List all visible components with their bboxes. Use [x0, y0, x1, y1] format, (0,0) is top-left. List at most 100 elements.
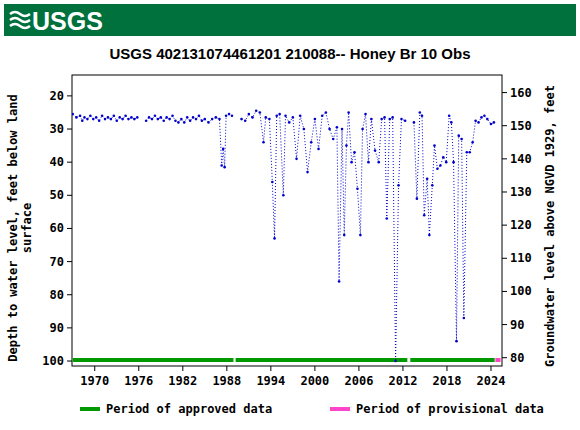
- data-point: [157, 118, 160, 121]
- data-point: [288, 121, 291, 124]
- data-point: [343, 234, 346, 237]
- y2-label-text: Groundwater level above NGVD 1929, feet: [543, 85, 557, 367]
- data-point: [121, 118, 124, 121]
- data-point: [325, 111, 328, 114]
- data-point: [211, 118, 214, 121]
- data-point: [361, 128, 364, 131]
- y2-tick-label: 90: [510, 318, 524, 332]
- data-point: [115, 119, 118, 122]
- y2-tick-label: 130: [510, 185, 532, 199]
- y2-tick-label: 140: [510, 152, 532, 166]
- data-point: [124, 114, 127, 117]
- data-point: [154, 114, 157, 117]
- y-tick: [67, 129, 72, 130]
- data-point: [72, 113, 74, 116]
- data-point: [419, 111, 422, 114]
- data-point: [207, 121, 210, 124]
- y2-tick: [502, 357, 507, 358]
- data-point: [262, 141, 265, 144]
- data-point: [255, 109, 258, 112]
- data-point: [306, 171, 309, 174]
- data-point: [483, 114, 486, 117]
- data-point: [174, 119, 177, 122]
- data-point: [248, 113, 251, 116]
- data-point: [165, 116, 168, 119]
- y2-tick: [502, 158, 507, 159]
- data-point: [428, 234, 431, 237]
- data-point: [442, 156, 445, 159]
- logo-wave: [10, 18, 30, 22]
- data-point: [490, 123, 493, 126]
- data-point: [189, 119, 192, 122]
- data-point: [445, 161, 448, 164]
- y-tick-label: 80: [50, 288, 64, 302]
- data-point: [383, 116, 386, 119]
- x-tick-label: 1976: [124, 374, 153, 388]
- y2-tick: [502, 92, 507, 93]
- data-point: [186, 116, 189, 119]
- data-point: [404, 119, 407, 122]
- period-bar: [73, 358, 234, 362]
- data-point: [198, 114, 201, 117]
- data-point: [168, 118, 171, 121]
- y-tick-label: 90: [50, 321, 64, 335]
- x-tick: [94, 366, 95, 371]
- y2-tick: [502, 291, 507, 292]
- data-point: [493, 121, 496, 124]
- data-point: [159, 116, 162, 119]
- y-label-line: surface: [20, 203, 34, 254]
- series-line: [73, 111, 494, 361]
- data-point: [278, 113, 281, 116]
- logo-wave: [10, 12, 30, 16]
- data-point: [471, 141, 474, 144]
- data-point: [104, 118, 107, 121]
- data-point: [457, 134, 460, 137]
- data-point: [222, 148, 225, 151]
- data-point: [95, 116, 98, 119]
- data-point: [275, 114, 278, 117]
- data-point: [151, 118, 154, 121]
- x-tick-label: 2000: [300, 374, 329, 388]
- data-point: [273, 237, 276, 240]
- data-point: [367, 161, 370, 164]
- x-tick: [490, 366, 491, 371]
- y2-tick: [502, 191, 507, 192]
- chart: USGSUSGS 402131074461201 210088-- Honey …: [0, 0, 580, 430]
- period-bar: [236, 358, 408, 362]
- data-point: [177, 121, 180, 124]
- data-point: [377, 161, 380, 164]
- data-point: [380, 118, 383, 121]
- y-tick-label: 30: [50, 122, 64, 136]
- y-tick: [67, 95, 72, 96]
- data-point: [268, 118, 271, 121]
- data-point: [421, 114, 424, 117]
- data-point: [148, 116, 151, 119]
- logo-text: USGS: [32, 7, 103, 35]
- data-point: [244, 119, 247, 122]
- data-point: [264, 116, 267, 119]
- y-tick: [67, 195, 72, 196]
- data-point: [477, 121, 480, 124]
- x-tick: [402, 366, 403, 371]
- data-point: [347, 111, 350, 114]
- x-tick-label: 2018: [433, 374, 462, 388]
- data-point: [89, 114, 92, 117]
- x-tick-label: 1994: [256, 374, 285, 388]
- data-point: [162, 119, 165, 122]
- x-tick-label: 2006: [344, 374, 373, 388]
- data-point: [394, 360, 397, 363]
- data-point: [345, 144, 348, 147]
- x-tick: [270, 366, 271, 371]
- x-tick-label: 1970: [80, 374, 109, 388]
- data-point: [364, 113, 367, 116]
- y2-tick-label: 110: [510, 251, 532, 265]
- data-point: [474, 119, 477, 122]
- data-point: [228, 113, 231, 116]
- data-point: [359, 234, 362, 237]
- data-point: [101, 114, 104, 117]
- data-point: [310, 141, 313, 144]
- data-point: [171, 114, 174, 117]
- data-point: [426, 177, 429, 180]
- data-point: [113, 114, 116, 117]
- data-point: [107, 116, 110, 119]
